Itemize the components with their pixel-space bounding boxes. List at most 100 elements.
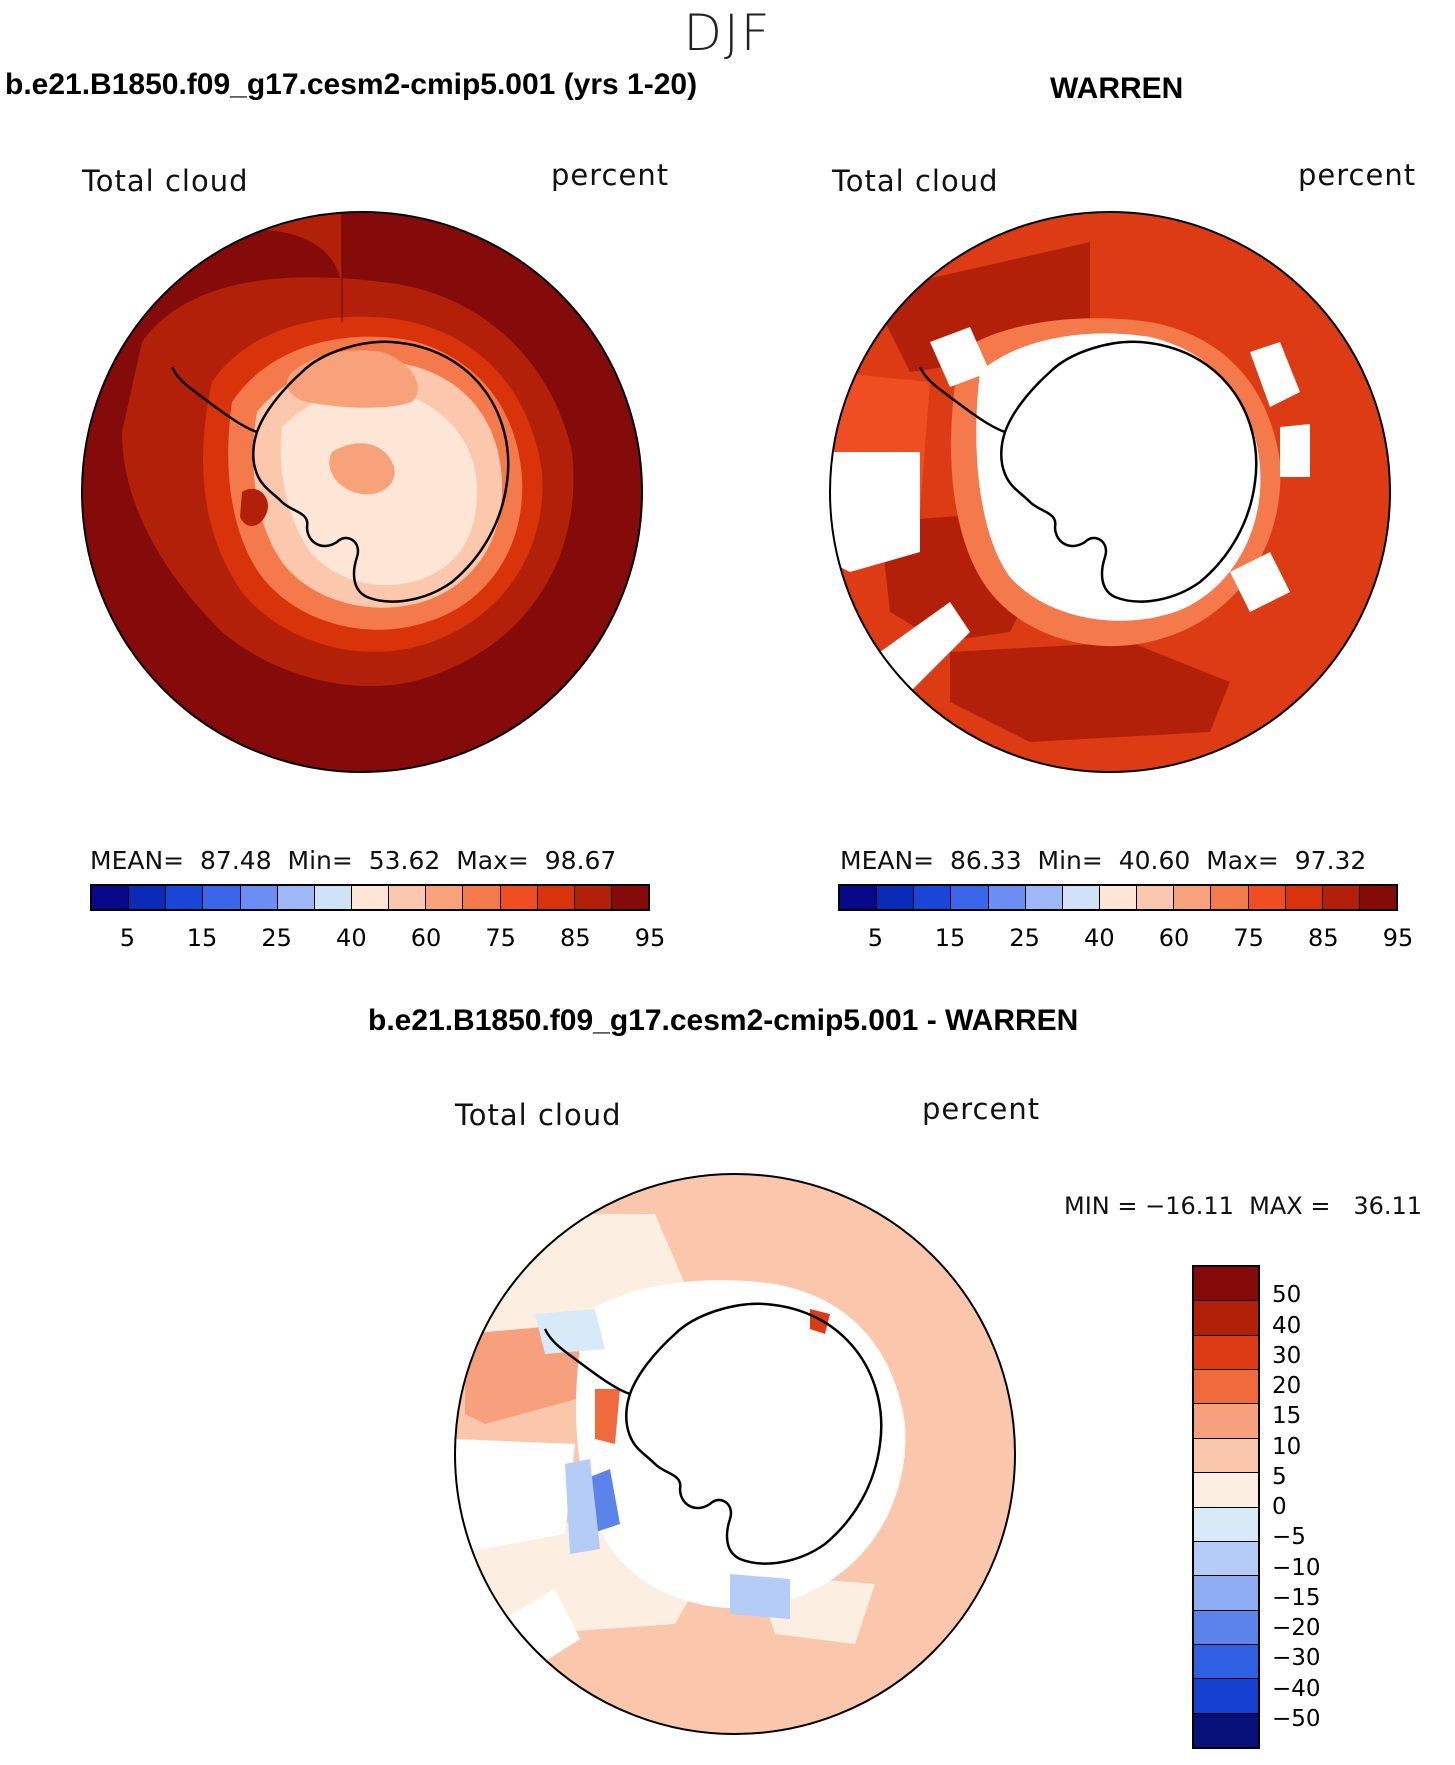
colorbar-tick-label: 25	[261, 924, 292, 952]
colorbar-tick-label: 15	[186, 924, 218, 952]
colorbar-swatch	[1359, 886, 1397, 909]
panel-2-missing-data	[976, 333, 1261, 621]
colorbar-tick-label: 85	[560, 924, 591, 952]
panel-2-missing-data	[830, 452, 920, 572]
min-value: 53.62	[368, 846, 441, 875]
page-title: DJF	[683, 4, 772, 62]
colorbar-tick-label: 5	[867, 924, 883, 952]
panel-1-colorbar-ticks: 5 15 25 40 60 75 85 95	[90, 924, 666, 954]
mean-label: MEAN=	[90, 846, 185, 875]
colorbar-tick-label: 5	[119, 924, 135, 952]
min-label: Min=	[287, 846, 353, 875]
diff-contour-band	[595, 1389, 620, 1444]
colorbar-swatch	[1194, 1679, 1258, 1714]
colorbar-tick-label: 30	[1272, 1342, 1302, 1369]
colorbar-tick-label: 85	[1308, 924, 1339, 952]
panel-2-colorbar	[838, 884, 1398, 911]
diff-missing-data	[576, 1280, 906, 1609]
panel-1-units-label: percent	[551, 158, 670, 192]
colorbar-tick-label: 15	[934, 924, 966, 952]
colorbar-swatch	[1099, 886, 1138, 909]
panel-2-antarctica-coastline	[1000, 340, 1258, 603]
colorbar-tick-label: 0	[1272, 1494, 1287, 1520]
colorbar-swatch	[351, 886, 390, 909]
colorbar-swatch	[240, 886, 278, 909]
panel-2-stats: MEAN= 86.33 Min= 40.60 Max= 97.32	[840, 846, 1366, 875]
min-value: 40.60	[1118, 846, 1191, 875]
panel-2-title: WARREN	[1050, 72, 1184, 105]
colorbar-swatch	[537, 886, 575, 909]
colorbar-swatch	[426, 886, 464, 909]
diff-peninsula-coastline	[543, 1328, 631, 1396]
panel-1-map	[81, 211, 643, 773]
colorbar-swatch	[129, 886, 167, 909]
panel-2-missing-data	[880, 602, 970, 692]
max-value: 98.67	[544, 846, 617, 875]
colorbar-tick-label: 95	[1382, 924, 1414, 952]
min-label: Min=	[1037, 846, 1103, 875]
colorbar-tick-label: 25	[1009, 924, 1040, 952]
max-label: Max=	[456, 846, 529, 875]
colorbar-swatch	[1194, 1576, 1258, 1611]
colorbar-tick-label: 40	[336, 924, 367, 952]
colorbar-swatch	[500, 886, 538, 909]
colorbar-tick-label: 40	[1272, 1312, 1302, 1339]
diff-contour-band	[565, 1459, 600, 1554]
colorbar-swatch	[1025, 886, 1063, 909]
colorbar-swatch	[951, 886, 989, 909]
panel-1-contour-band	[403, 416, 458, 476]
diff-contour-band	[535, 1309, 605, 1354]
colorbar-swatch	[203, 886, 241, 909]
colorbar-tick-label: 95	[634, 924, 666, 952]
diff-variable-label: Total cloud	[455, 1098, 622, 1132]
mean-label: MEAN=	[840, 846, 935, 875]
panel-1-contour-band	[222, 212, 342, 292]
panel-1-colorbar	[90, 884, 650, 911]
colorbar-swatch	[1248, 886, 1286, 909]
colorbar-swatch	[92, 886, 130, 909]
panel-1-title: b.e21.B1850.f09_g17.cesm2-cmip5.001 (yrs…	[5, 68, 698, 101]
diff-contour-band	[730, 1574, 790, 1619]
colorbar-swatch	[574, 886, 612, 909]
colorbar-tick-label: 5	[1272, 1463, 1287, 1490]
colorbar-swatch	[1194, 1507, 1258, 1542]
colorbar-tick-label: 20	[1272, 1373, 1302, 1399]
colorbar-swatch	[1194, 1644, 1258, 1680]
colorbar-swatch	[1194, 1610, 1258, 1645]
colorbar-swatch	[389, 886, 427, 909]
colorbar-swatch	[1062, 886, 1100, 909]
colorbar-tick-label: 40	[1084, 924, 1115, 952]
max-value: 97.32	[1294, 846, 1367, 875]
colorbar-swatch	[1194, 1301, 1258, 1336]
colorbar-tick-label: 50	[1272, 1282, 1302, 1309]
colorbar-tick-label: 15	[1272, 1403, 1302, 1430]
colorbar-swatch	[1194, 1370, 1258, 1405]
colorbar-swatch	[1194, 1404, 1258, 1439]
colorbar-tick-label: −40	[1272, 1675, 1321, 1702]
colorbar-tick-label: 10	[1272, 1433, 1302, 1460]
colorbar-swatch	[1137, 886, 1175, 909]
colorbar-tick-label: 60	[1158, 924, 1190, 952]
diff-missing-data	[455, 1439, 575, 1554]
panel-1-variable-label: Total cloud	[82, 164, 249, 198]
colorbar-swatch	[1194, 1541, 1258, 1577]
panel-1-contour-band	[329, 443, 395, 495]
colorbar-swatch	[1285, 886, 1323, 909]
colorbar-tick-label: 75	[1233, 924, 1264, 952]
diff-minmax: MIN = −16.11 MAX = 36.11	[1064, 1192, 1423, 1220]
colorbar-swatch	[1194, 1713, 1258, 1748]
colorbar-tick-label: −30	[1272, 1645, 1321, 1672]
colorbar-tick-label: −10	[1272, 1554, 1321, 1581]
mean-value: 87.48	[200, 846, 272, 875]
colorbar-swatch	[277, 886, 315, 909]
panel-2-units-label: percent	[1298, 158, 1417, 192]
colorbar-swatch	[1211, 886, 1249, 909]
colorbar-swatch	[1174, 886, 1212, 909]
colorbar-tick-label: 75	[485, 924, 516, 952]
panel-2-missing-data	[930, 327, 990, 387]
colorbar-tick-label: −20	[1272, 1615, 1321, 1641]
panel-2-variable-label: Total cloud	[832, 164, 999, 198]
diff-map-border	[454, 1173, 1016, 1735]
panel-1-stats: MEAN= 87.48 Min= 53.62 Max= 98.67	[90, 846, 616, 875]
panel-2-contour-band	[950, 642, 1230, 742]
